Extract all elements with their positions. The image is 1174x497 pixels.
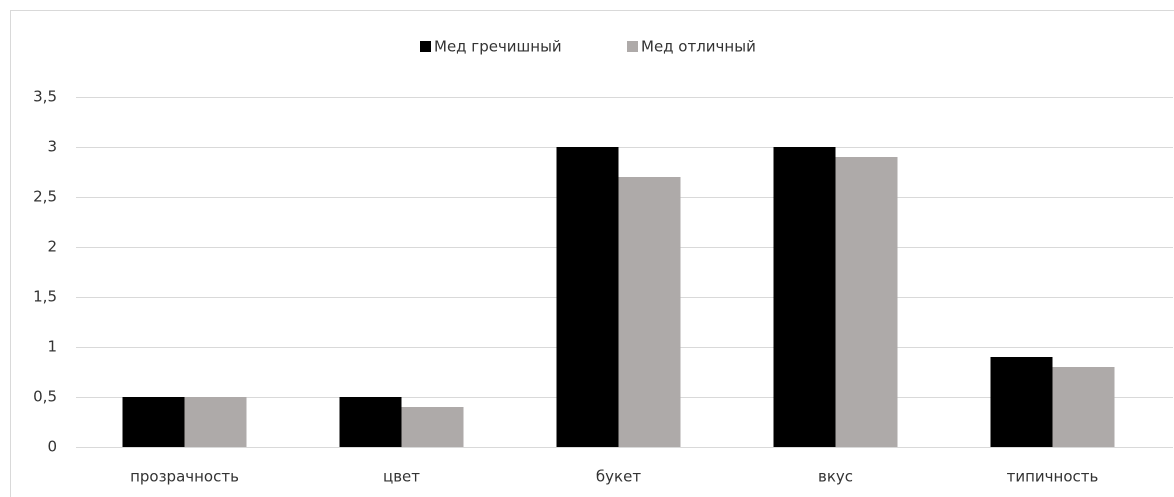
y-tick-label: 0,5 bbox=[33, 388, 57, 406]
bar bbox=[184, 397, 247, 447]
legend-label: Мед гречишный bbox=[434, 38, 562, 56]
bar bbox=[618, 177, 681, 447]
y-tick-label: 2,5 bbox=[33, 188, 57, 206]
bar bbox=[401, 407, 464, 447]
y-tick-label: 1,5 bbox=[33, 288, 57, 306]
y-tick-label: 0 bbox=[47, 438, 57, 456]
bar bbox=[1052, 367, 1115, 447]
x-tick-label: цвет bbox=[383, 468, 420, 486]
y-tick-label: 3 bbox=[47, 138, 57, 156]
x-tick-label: типичность bbox=[1007, 468, 1099, 486]
y-tick-label: 3,5 bbox=[33, 88, 57, 106]
bar bbox=[339, 397, 402, 447]
x-tick-label: букет bbox=[596, 468, 641, 486]
bar bbox=[122, 397, 185, 447]
bar bbox=[773, 147, 836, 447]
y-tick-label: 1 bbox=[47, 338, 57, 356]
x-tick-label: вкус bbox=[818, 468, 853, 486]
bar bbox=[835, 157, 898, 447]
legend-swatch bbox=[420, 41, 431, 52]
legend-label: Мед отличный bbox=[641, 38, 756, 56]
legend-swatch bbox=[627, 41, 638, 52]
bar bbox=[990, 357, 1053, 447]
x-tick-label: прозрачность bbox=[130, 468, 239, 486]
bar bbox=[556, 147, 619, 447]
y-tick-label: 2 bbox=[47, 238, 57, 256]
